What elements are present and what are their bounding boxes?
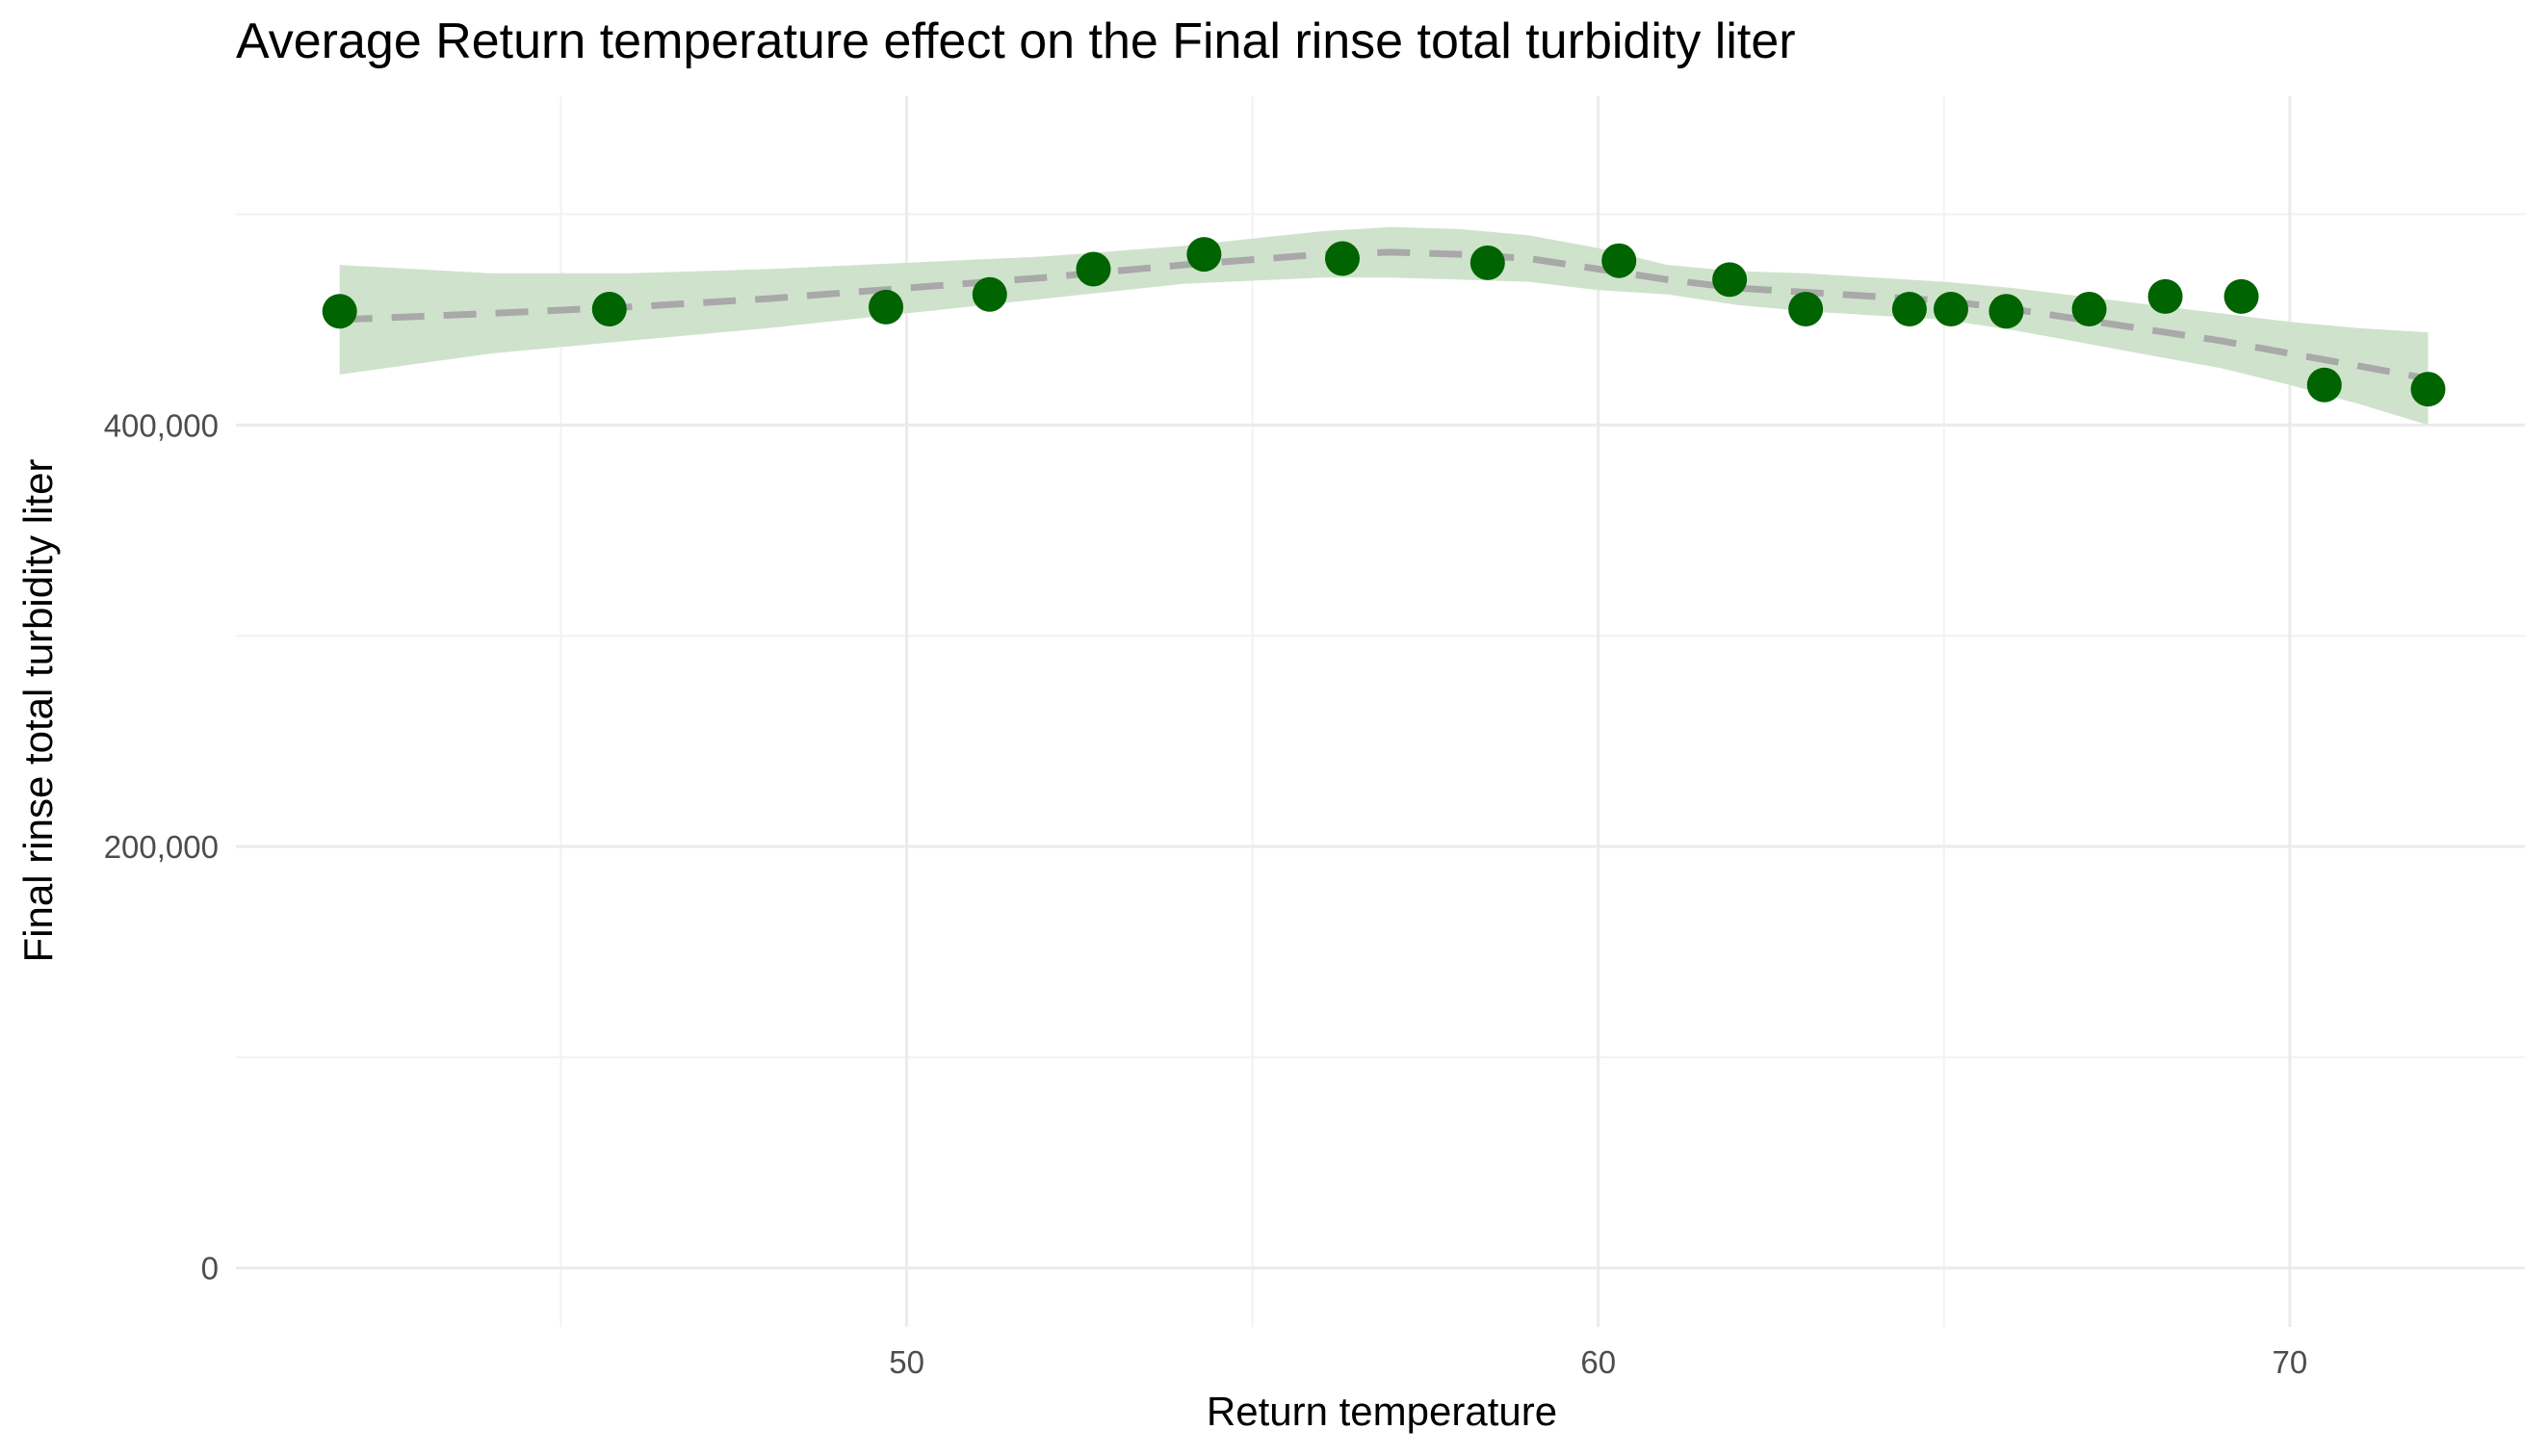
data-point xyxy=(972,276,1007,312)
data-point xyxy=(869,289,904,325)
y-tick-label: 200,000 xyxy=(104,829,219,865)
data-point xyxy=(1325,241,1361,276)
y-axis-title: Final rinse total turbidity liter xyxy=(15,459,61,963)
data-point xyxy=(591,292,627,327)
confidence-ribbon-layer xyxy=(339,226,2429,426)
data-point xyxy=(2071,292,2107,327)
data-point xyxy=(1076,251,1111,287)
confidence-ribbon xyxy=(339,226,2429,426)
data-point xyxy=(1788,292,1824,327)
data-point xyxy=(1186,237,1222,273)
y-tick-label: 0 xyxy=(201,1251,219,1287)
chart-title: Average Return temperature effect on the… xyxy=(236,13,1796,69)
data-point xyxy=(1891,292,1927,327)
data-point xyxy=(1469,245,1505,280)
y-tick-label: 400,000 xyxy=(104,407,219,443)
points-layer xyxy=(322,237,2446,407)
data-point xyxy=(1601,243,1637,278)
data-point xyxy=(2410,372,2446,407)
grid xyxy=(236,96,2525,1327)
data-point xyxy=(2223,278,2259,314)
trend-line xyxy=(339,248,2430,382)
tick-labels: 50 60 70 0 200,000 400,000 xyxy=(104,407,2307,1380)
data-point xyxy=(2306,367,2342,403)
x-tick-label: 60 xyxy=(1580,1344,1616,1380)
data-point xyxy=(1712,262,1748,298)
data-point xyxy=(1933,292,1968,327)
x-tick-label: 70 xyxy=(2272,1344,2307,1380)
trend-line-layer xyxy=(339,248,2430,382)
data-point xyxy=(1989,294,2024,329)
x-tick-label: 50 xyxy=(889,1344,924,1380)
x-axis-title: Return temperature xyxy=(1207,1389,1557,1434)
data-point xyxy=(322,294,357,329)
data-point xyxy=(2147,278,2183,314)
